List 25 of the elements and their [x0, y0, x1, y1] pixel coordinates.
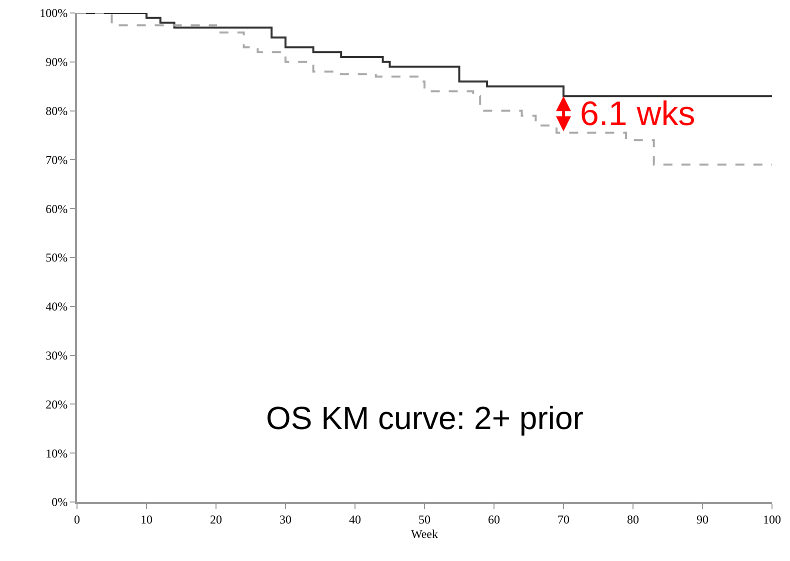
- y-tick-label: 70%: [46, 152, 68, 167]
- y-tick-label: 0%: [52, 495, 68, 510]
- x-tick-label: 20: [210, 512, 222, 526]
- y-tick-label: 50%: [46, 250, 68, 265]
- x-tick-label: 0: [74, 512, 80, 526]
- annotation: 6.1 wks: [580, 95, 696, 133]
- y-tick-label: 20%: [46, 397, 68, 412]
- y-tick-label: 90%: [46, 55, 68, 70]
- x-tick-label: 80: [627, 512, 639, 526]
- x-tick-label: 10: [140, 512, 152, 526]
- y-tick-label: 30%: [46, 348, 68, 362]
- x-tick-label: 60: [488, 512, 500, 526]
- y-tick-label: 10%: [46, 446, 68, 460]
- x-tick-label: 40: [349, 512, 361, 526]
- y-tick-label: 60%: [46, 202, 68, 216]
- x-tick-label: 90: [696, 512, 708, 526]
- x-tick-label: 30: [280, 512, 292, 526]
- x-tick-label: 50: [418, 512, 430, 526]
- y-tick-label: 40%: [46, 300, 68, 314]
- annotation: OS KM curve: 2+ prior: [266, 400, 584, 436]
- y-tick-label: 80%: [46, 104, 68, 118]
- x-axis-title: Week: [410, 526, 438, 541]
- x-tick-label: 100: [763, 512, 781, 526]
- x-tick-label: 70: [558, 512, 570, 526]
- y-tick-label: 100%: [40, 6, 68, 20]
